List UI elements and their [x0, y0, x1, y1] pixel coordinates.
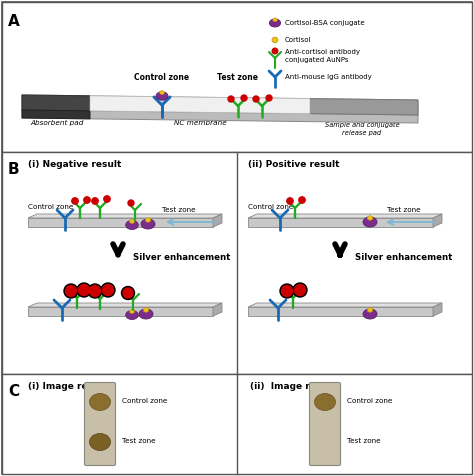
Ellipse shape — [269, 19, 281, 27]
Polygon shape — [22, 95, 90, 111]
Polygon shape — [90, 96, 310, 114]
Text: C: C — [8, 384, 19, 399]
FancyBboxPatch shape — [310, 383, 340, 466]
Polygon shape — [310, 99, 418, 115]
Text: (ii)  Image result: (ii) Image result — [250, 382, 335, 391]
Ellipse shape — [363, 217, 377, 227]
Polygon shape — [248, 307, 433, 316]
Circle shape — [102, 285, 113, 296]
Polygon shape — [146, 218, 151, 222]
Polygon shape — [367, 307, 373, 313]
Polygon shape — [22, 110, 418, 123]
Circle shape — [64, 284, 78, 298]
Circle shape — [79, 285, 90, 296]
Ellipse shape — [315, 394, 336, 410]
Polygon shape — [272, 37, 278, 43]
Ellipse shape — [90, 394, 110, 410]
Circle shape — [88, 284, 102, 298]
Circle shape — [280, 284, 294, 298]
Text: Sample and conjugate
release pad: Sample and conjugate release pad — [325, 122, 400, 136]
Circle shape — [65, 286, 76, 297]
Circle shape — [294, 285, 306, 296]
Bar — [2, 2, 472, 152]
Text: (i) Image result: (i) Image result — [28, 382, 107, 391]
Circle shape — [72, 198, 78, 204]
Text: Absorbent pad: Absorbent pad — [30, 120, 84, 126]
Circle shape — [241, 95, 247, 101]
Circle shape — [253, 96, 259, 102]
Text: B: B — [8, 162, 19, 177]
Text: Control zone: Control zone — [135, 73, 190, 82]
Polygon shape — [273, 18, 277, 22]
Polygon shape — [160, 90, 164, 95]
Circle shape — [282, 286, 292, 297]
Circle shape — [77, 283, 91, 297]
Polygon shape — [28, 218, 213, 227]
Circle shape — [293, 283, 307, 297]
Polygon shape — [433, 303, 442, 316]
FancyBboxPatch shape — [84, 383, 116, 466]
Text: Test zone: Test zone — [122, 438, 155, 444]
Circle shape — [104, 196, 110, 202]
Text: Control zone: Control zone — [347, 398, 392, 404]
Text: NC membrane: NC membrane — [173, 120, 227, 126]
Polygon shape — [248, 218, 433, 227]
Polygon shape — [433, 214, 442, 227]
Text: Silver enhancement: Silver enhancement — [133, 252, 230, 261]
Ellipse shape — [126, 310, 138, 319]
Text: Control zone: Control zone — [248, 204, 293, 210]
Polygon shape — [130, 219, 134, 224]
Text: Silver enhancement: Silver enhancement — [355, 252, 452, 261]
Bar — [2, 152, 472, 374]
Text: Test zone: Test zone — [162, 207, 196, 213]
Ellipse shape — [139, 309, 153, 319]
Text: Cortisol: Cortisol — [285, 37, 311, 43]
Circle shape — [228, 96, 234, 102]
Circle shape — [123, 288, 133, 298]
Text: Control zone: Control zone — [28, 204, 73, 210]
Polygon shape — [248, 303, 442, 307]
Circle shape — [272, 48, 278, 54]
Circle shape — [84, 197, 90, 203]
Ellipse shape — [141, 219, 155, 229]
Text: A: A — [8, 14, 20, 29]
Circle shape — [128, 200, 134, 206]
Bar — [2, 374, 472, 474]
Text: (i) Negative result: (i) Negative result — [28, 160, 121, 169]
Circle shape — [266, 95, 272, 101]
Ellipse shape — [156, 92, 168, 100]
Polygon shape — [130, 309, 134, 314]
Polygon shape — [28, 303, 222, 307]
Ellipse shape — [126, 220, 138, 229]
Text: Test zone: Test zone — [387, 207, 420, 213]
Polygon shape — [213, 303, 222, 316]
Polygon shape — [367, 216, 373, 220]
Polygon shape — [213, 214, 222, 227]
Circle shape — [121, 287, 135, 299]
Circle shape — [287, 198, 293, 204]
Circle shape — [299, 197, 305, 203]
Text: Anti-mouse IgG antibody: Anti-mouse IgG antibody — [285, 74, 372, 80]
Ellipse shape — [90, 434, 110, 450]
Polygon shape — [28, 214, 222, 218]
Text: Anti-cortisol antibody
conjugated AuNPs: Anti-cortisol antibody conjugated AuNPs — [285, 49, 360, 63]
Polygon shape — [144, 307, 148, 313]
Polygon shape — [22, 110, 90, 119]
Circle shape — [92, 198, 98, 204]
Circle shape — [90, 286, 100, 297]
Polygon shape — [248, 214, 442, 218]
Text: Control zone: Control zone — [122, 398, 167, 404]
Polygon shape — [22, 95, 418, 115]
Text: (ii) Positive result: (ii) Positive result — [248, 160, 339, 169]
Ellipse shape — [363, 309, 377, 319]
Polygon shape — [28, 307, 213, 316]
Circle shape — [101, 283, 115, 297]
Text: Test zone: Test zone — [347, 438, 381, 444]
Text: Test zone: Test zone — [218, 73, 258, 82]
Text: Cortisol-BSA conjugate: Cortisol-BSA conjugate — [285, 20, 365, 26]
